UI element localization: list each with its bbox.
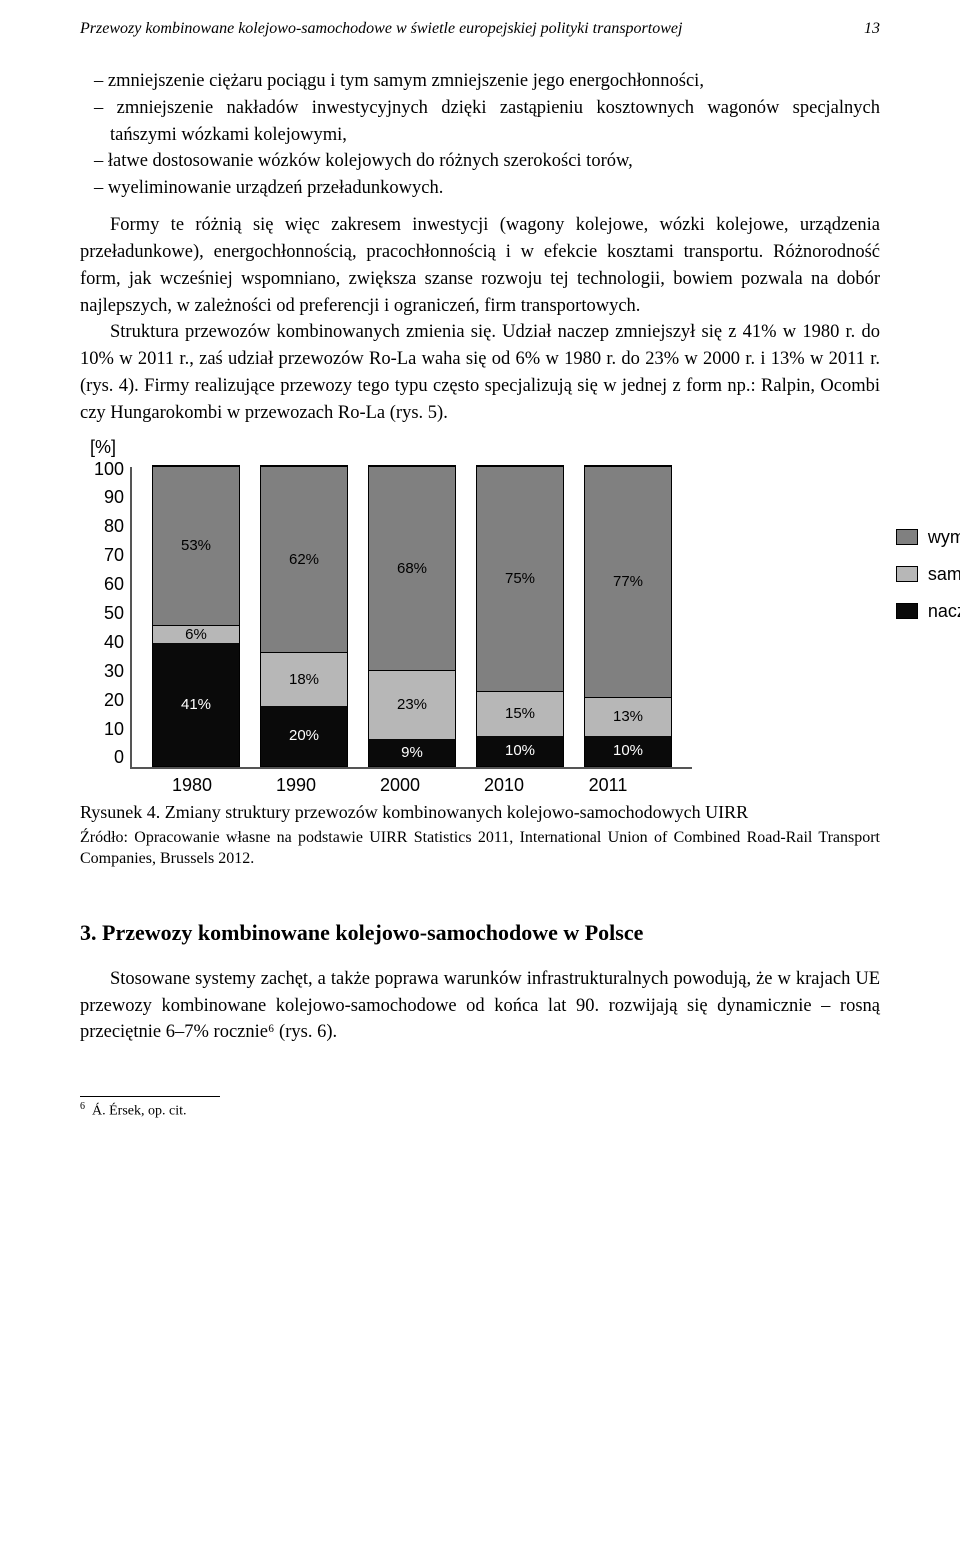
bar-segment-samochody: 18% bbox=[261, 652, 347, 706]
footnote-rule bbox=[80, 1096, 220, 1097]
footnote-6: 6 Á. Érsek, op. cit. bbox=[80, 1101, 880, 1120]
bar-column: 9%23%68% bbox=[369, 465, 455, 767]
x-tick: 2000 bbox=[357, 775, 443, 796]
bar-segment-wymienne: 68% bbox=[369, 466, 455, 670]
y-tick: 90 bbox=[104, 487, 124, 508]
y-tick: 70 bbox=[104, 545, 124, 566]
bullet-item: łatwe dostosowanie wózków kolejowych do … bbox=[80, 148, 880, 175]
plot-area: 41%6%53%20%18%62%9%23%68%10%15%75%10%13%… bbox=[130, 467, 692, 769]
bar-segment-wymienne: 53% bbox=[153, 466, 239, 625]
bar-stack: 41%6%53% bbox=[152, 465, 240, 767]
bar-segment-samochody: 13% bbox=[585, 697, 671, 736]
legend-item-naczepy: naczepy bbox=[896, 601, 960, 622]
x-tick: 2010 bbox=[461, 775, 547, 796]
bar-segment-wymienne: 75% bbox=[477, 466, 563, 691]
legend-swatch bbox=[896, 566, 918, 582]
legend-label: naczepy bbox=[928, 601, 960, 622]
y-tick: 100 bbox=[94, 459, 124, 480]
bar-stack: 10%15%75% bbox=[476, 465, 564, 767]
x-tick: 1990 bbox=[253, 775, 339, 796]
y-tick: 30 bbox=[104, 661, 124, 682]
legend-item-samochody: samochody bbox=[896, 564, 960, 585]
legend: wymienne nadwozia samochody naczepy bbox=[896, 527, 960, 638]
figure-4-chart: [%] 1009080706050403020100 41%6%53%20%18… bbox=[80, 467, 880, 796]
bar-stack: 20%18%62% bbox=[260, 465, 348, 767]
legend-swatch bbox=[896, 603, 918, 619]
bar-segment-wymienne: 77% bbox=[585, 466, 671, 697]
bar-column: 10%15%75% bbox=[477, 465, 563, 767]
bar-segment-samochody: 6% bbox=[153, 625, 239, 643]
legend-label: samochody bbox=[928, 564, 960, 585]
footnote-body: Á. Érsek, op. cit. bbox=[92, 1104, 186, 1119]
y-tick: 20 bbox=[104, 690, 124, 711]
section-3-body: Stosowane systemy zachęt, a także popraw… bbox=[80, 966, 880, 1046]
bar-segment-naczepy: 41% bbox=[153, 643, 239, 766]
y-tick: 50 bbox=[104, 603, 124, 624]
section-3-heading: 3. Przewozy kombinowane kolejowo-samocho… bbox=[80, 920, 880, 946]
y-tick: 40 bbox=[104, 632, 124, 653]
bullet-item: zmniejszenie nakładów inwestycyjnych dzi… bbox=[80, 95, 880, 149]
x-tick: 2011 bbox=[565, 775, 651, 796]
figure-caption: Rysunek 4. Zmiany struktury przewozów ko… bbox=[80, 802, 880, 823]
header-title: Przewozy kombinowane kolejowo-samochodow… bbox=[80, 20, 682, 38]
footnote-num: 6 bbox=[80, 1101, 85, 1112]
y-tick: 60 bbox=[104, 574, 124, 595]
bar-segment-samochody: 23% bbox=[369, 670, 455, 739]
running-head: Przewozy kombinowane kolejowo-samochodow… bbox=[80, 20, 880, 38]
bar-stack: 10%13%77% bbox=[584, 465, 672, 767]
bar-segment-naczepy: 9% bbox=[369, 739, 455, 766]
legend-item-wymienne: wymienne nadwozia bbox=[896, 527, 960, 548]
figure-source: Źródło: Opracowanie własne na podstawie … bbox=[80, 827, 880, 870]
y-axis: 1009080706050403020100 bbox=[80, 459, 124, 769]
bullet-item: wyeliminowanie urządzeń przeładunkowych. bbox=[80, 175, 880, 202]
bar-column: 10%13%77% bbox=[585, 465, 671, 767]
y-tick: 10 bbox=[104, 719, 124, 740]
bar-column: 41%6%53% bbox=[153, 465, 239, 767]
legend-label: wymienne nadwozia bbox=[928, 527, 960, 548]
x-axis: 1980 1990 2000 2010 2011 bbox=[130, 769, 670, 796]
y-axis-unit: [%] bbox=[90, 437, 116, 458]
x-tick: 1980 bbox=[149, 775, 235, 796]
bar-stack: 9%23%68% bbox=[368, 465, 456, 767]
y-tick: 0 bbox=[114, 747, 124, 768]
paragraph-1: Formy te różnią się więc zakresem inwest… bbox=[80, 212, 880, 319]
paragraph-2: Struktura przewozów kombinowanych zmieni… bbox=[80, 319, 880, 426]
bullet-item: zmniejszenie ciężaru pociągu i tym samym… bbox=[80, 68, 880, 95]
bar-segment-naczepy: 20% bbox=[261, 706, 347, 766]
legend-swatch bbox=[896, 529, 918, 545]
y-tick: 80 bbox=[104, 516, 124, 537]
bar-segment-naczepy: 10% bbox=[477, 736, 563, 766]
bullet-list: zmniejszenie ciężaru pociągu i tym samym… bbox=[80, 68, 880, 202]
bar-column: 20%18%62% bbox=[261, 465, 347, 767]
bar-segment-samochody: 15% bbox=[477, 691, 563, 736]
bar-segment-naczepy: 10% bbox=[585, 736, 671, 766]
page-number: 13 bbox=[864, 20, 880, 38]
bar-segment-wymienne: 62% bbox=[261, 466, 347, 652]
